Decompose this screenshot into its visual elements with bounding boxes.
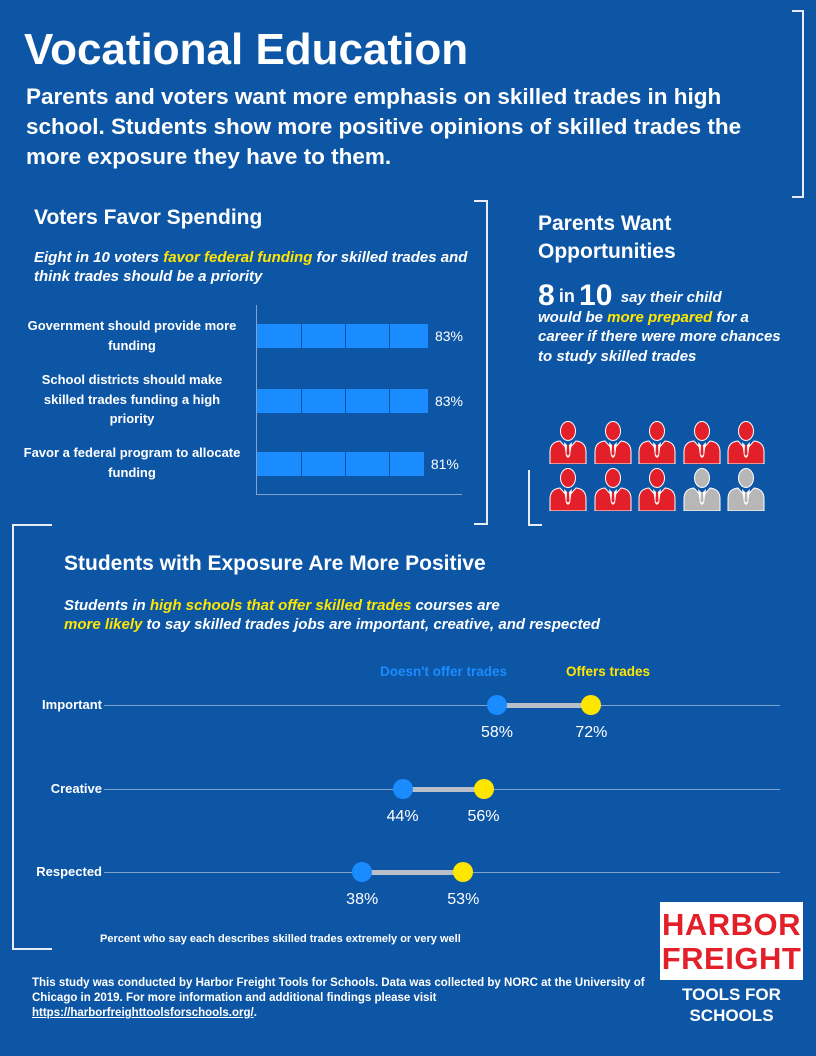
value-label-doesnt-offer: 44% — [386, 808, 419, 825]
page-title: Vocational Education — [24, 25, 469, 74]
bar-category-label: Government should provide more funding — [27, 318, 237, 353]
person-icon — [683, 421, 720, 464]
students-frame-bottom — [12, 948, 52, 950]
person-icon — [727, 421, 765, 464]
header-frame-top — [792, 10, 804, 12]
bar-category-label: Favor a federal program to allocate fund… — [23, 445, 241, 480]
bar — [257, 452, 424, 476]
dot-doesnt-offer — [392, 779, 413, 799]
gridline — [104, 705, 780, 706]
voters-desc-part: for skilled trades and think trades shou… — [34, 249, 468, 285]
value-label-doesnt-offer: 58% — [480, 724, 514, 741]
source-note: This study was conducted by Harbor Freig… — [32, 976, 652, 1021]
bar-segment-line — [389, 389, 390, 413]
bar-segment-line — [345, 324, 346, 348]
students-desc-highlight: high schools that offer skilled trades — [149, 597, 412, 614]
parents-stat: 8 in 10 say their child would be more pr… — [538, 281, 798, 366]
stat-in: in — [558, 286, 575, 306]
logo-band: TOOLS FOR SCHOOLS — [660, 980, 803, 1030]
voters-description: Eight in 10 voters favor federal funding… — [34, 248, 484, 286]
row-label: Important — [42, 697, 102, 712]
bar-category-label: School districts should make skilled tra… — [41, 372, 223, 426]
voters-frame-top — [474, 200, 488, 202]
person-icon — [683, 468, 720, 511]
students-frame-top — [12, 524, 52, 526]
logo-line3: TOOLS FOR — [682, 985, 781, 1004]
logo-line1: HARBOR — [661, 907, 802, 942]
bar-value-label: 83% — [434, 393, 463, 409]
students-desc-highlight: more likely — [64, 616, 143, 633]
bar-segment-line — [301, 324, 302, 348]
range-connector — [362, 870, 464, 875]
bar-value-label: 81% — [430, 456, 459, 472]
bar-axis-line — [256, 305, 257, 495]
stat-number-8: 8 — [538, 279, 555, 312]
source-end: . — [253, 1007, 257, 1019]
voters-desc-part: Eight in 10 voters — [34, 249, 164, 266]
students-desc-part: to say skilled trades jobs are important… — [142, 616, 601, 633]
parents-frame-bottom — [528, 524, 542, 526]
row-label: Respected — [36, 864, 102, 879]
bar-value-label: 83% — [434, 328, 463, 344]
bar-segment-line — [389, 324, 390, 348]
stat-text-before: would be — [538, 308, 608, 326]
voters-desc-highlight: favor federal funding — [163, 249, 313, 266]
value-label-offers: 72% — [575, 724, 608, 741]
page-subtitle: Parents and voters want more emphasis on… — [26, 84, 742, 169]
legend-offers: Offers trades — [566, 664, 651, 679]
person-icon-grid — [548, 420, 778, 516]
person-icon — [549, 468, 587, 511]
stat-text-after: for a career if there were more chances … — [538, 308, 781, 365]
dot-doesnt-offer — [487, 695, 507, 715]
header-frame-right — [802, 10, 804, 198]
bar-segment-line — [389, 452, 390, 476]
students-description: Students in high schools that offer skil… — [64, 596, 764, 634]
dot-offers — [581, 695, 602, 715]
students-desc-part: courses are — [411, 597, 500, 614]
person-icon — [594, 421, 631, 464]
bar-axis-bottom — [256, 494, 462, 495]
voters-frame-bottom — [474, 523, 488, 525]
stat-highlight: more prepared — [607, 308, 713, 326]
header-frame-bottom — [792, 196, 804, 198]
person-icon — [594, 468, 631, 511]
bar-segment-line — [301, 389, 302, 413]
voters-frame-right — [486, 200, 488, 525]
bar — [257, 324, 428, 348]
chart-footnote: Percent who say each describes skilled t… — [100, 933, 461, 945]
bar-segment-line — [301, 452, 302, 476]
logo-line4: SCHOOLS — [689, 1006, 774, 1025]
value-label-doesnt-offer: 38% — [346, 891, 379, 908]
logo-line2: FREIGHT — [661, 941, 802, 976]
dot-offers — [453, 862, 474, 882]
range-connector — [402, 787, 484, 792]
students-section-title: Students with Exposure Are More Positive — [64, 552, 486, 575]
voters-section-title: Voters Favor Spending — [34, 206, 263, 229]
person-icon — [727, 468, 765, 511]
row-label: Creative — [50, 781, 102, 796]
value-label-offers: 53% — [447, 891, 480, 908]
dot-doesnt-offer — [352, 862, 373, 882]
value-label-offers: 56% — [467, 808, 500, 825]
stat-say: say their child — [620, 289, 722, 306]
person-icon — [549, 421, 587, 464]
parents-section-title: Parents Want Opportunities — [538, 212, 676, 263]
person-icon — [638, 468, 676, 511]
students-desc-part: Students in — [64, 597, 150, 614]
students-frame-left — [12, 524, 14, 950]
legend-doesnt-offer: Doesn't offer trades — [380, 664, 507, 679]
bar — [257, 389, 428, 413]
source-text: This study was conducted by Harbor Freig… — [32, 977, 645, 1004]
bar-segment-line — [345, 452, 346, 476]
parents-frame-left — [528, 470, 530, 526]
range-connector — [497, 703, 592, 708]
source-link[interactable]: https://harborfreighttoolsforschools.org… — [32, 1007, 254, 1019]
bar-segment-line — [345, 389, 346, 413]
stat-number-10: 10 — [579, 279, 613, 312]
person-icon — [638, 421, 676, 464]
dot-offers — [473, 779, 494, 799]
harbor-freight-logo: HARBOR FREIGHT TOOLS FOR SCHOOLS — [660, 902, 803, 1030]
